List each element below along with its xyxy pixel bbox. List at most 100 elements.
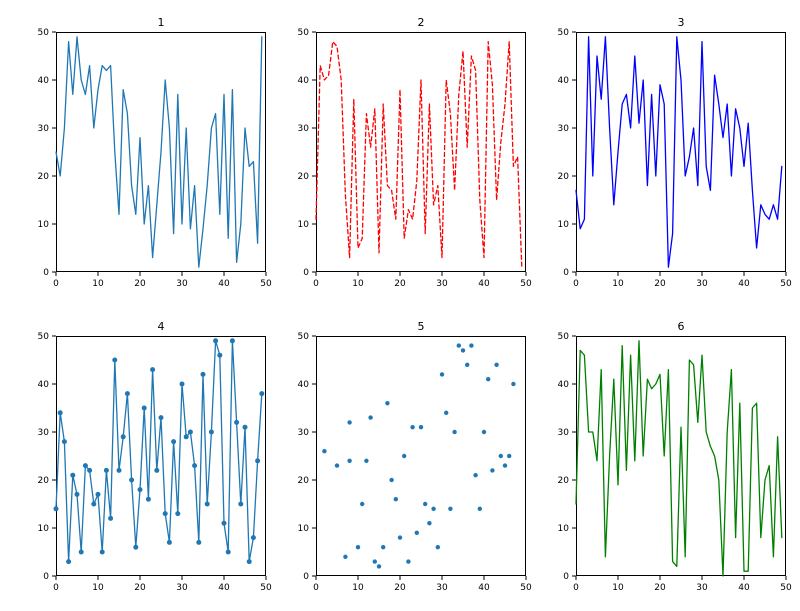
xtick-label: 0 [573,583,579,593]
scatter-point [444,411,448,415]
axes-spines [577,337,786,576]
ytick-label: 10 [298,524,310,534]
ytick-label: 0 [303,572,309,582]
scatter-point [415,531,419,535]
panel-3: 30102030405001020304050 [576,32,786,272]
ytick-label: 50 [298,28,310,38]
series-marker [213,338,218,343]
series-marker [112,358,117,363]
series-marker [133,545,138,550]
scatter-point [503,463,507,467]
ytick-label: 20 [558,476,570,486]
ytick-label: 10 [558,524,570,534]
ytick-label: 20 [298,172,310,182]
xtick-label: 40 [478,279,490,289]
ytick-label: 10 [558,220,570,230]
scatter-point [448,507,452,511]
panel-1: 10102030405001020304050 [56,32,266,272]
ytick-label: 40 [298,380,310,390]
xtick-label: 50 [260,279,272,289]
scatter-point [431,507,435,511]
scatter-point [465,363,469,367]
xtick-label: 40 [738,583,750,593]
xtick-label: 40 [218,583,230,593]
xtick-label: 0 [53,279,59,289]
ytick-label: 50 [38,28,50,38]
ytick-label: 30 [298,124,310,134]
series-marker [121,434,126,439]
series-marker [129,478,134,483]
scatter-point [381,545,385,549]
xtick-label: 20 [134,583,146,593]
scatter-point [356,545,360,549]
scatter-point [364,459,368,463]
panel-2: 20102030405001020304050 [316,32,526,272]
series-marker [247,559,252,564]
panel-4-axes: 0102030405001020304050 [26,306,296,606]
xtick-label: 10 [612,279,624,289]
scatter-point [347,420,351,424]
xtick-label: 20 [394,279,406,289]
series-marker [79,550,84,555]
xtick-label: 20 [394,583,406,593]
xtick-label: 50 [780,583,792,593]
series-marker [75,492,80,497]
series-marker [217,353,222,358]
series-marker [58,410,63,415]
series-marker [201,372,206,377]
xtick-label: 50 [520,279,532,289]
series-marker [255,458,260,463]
xtick-label: 50 [520,583,532,593]
panel-4: 40102030405001020304050 [56,336,266,576]
figure: 1010203040500102030405020102030405001020… [0,0,800,611]
xtick-label: 10 [92,583,104,593]
series-marker [142,406,147,411]
xtick-label: 10 [612,583,624,593]
scatter-point [347,459,351,463]
ytick-label: 10 [38,524,50,534]
axes-spines [317,33,526,272]
ytick-label: 50 [298,332,310,342]
ytick-label: 10 [38,220,50,230]
scatter-point [360,502,364,506]
xtick-label: 40 [738,279,750,289]
scatter-point [436,545,440,549]
series-marker [125,391,130,396]
xtick-label: 40 [478,583,490,593]
scatter-point [457,343,461,347]
ytick-label: 10 [298,220,310,230]
ytick-label: 50 [558,28,570,38]
panel-6-axes: 0102030405001020304050 [546,306,800,606]
ytick-label: 50 [38,332,50,342]
ytick-label: 20 [38,172,50,182]
ytick-label: 30 [558,124,570,134]
scatter-point [473,473,477,477]
series-marker [83,463,88,468]
ytick-label: 30 [38,124,50,134]
scatter-point [373,559,377,563]
series-marker [154,468,159,473]
xtick-label: 0 [313,279,319,289]
scatter-point [343,555,347,559]
ytick-label: 30 [298,428,310,438]
series-marker [234,420,239,425]
xtick-label: 0 [53,583,59,593]
series-marker [192,463,197,468]
scatter-point [398,535,402,539]
scatter-point [419,425,423,429]
series-marker [259,391,264,396]
ytick-label: 40 [38,380,50,390]
ytick-label: 20 [558,172,570,182]
series-marker [209,430,214,435]
ytick-label: 20 [38,476,50,486]
scatter-point [377,564,381,568]
series-marker [87,468,92,473]
ytick-label: 0 [563,268,569,278]
scatter-point [402,454,406,458]
xtick-label: 0 [573,279,579,289]
xtick-label: 30 [176,583,188,593]
scatter-point [478,507,482,511]
series-marker [108,516,113,521]
ytick-label: 40 [38,76,50,86]
series-marker [70,473,75,478]
